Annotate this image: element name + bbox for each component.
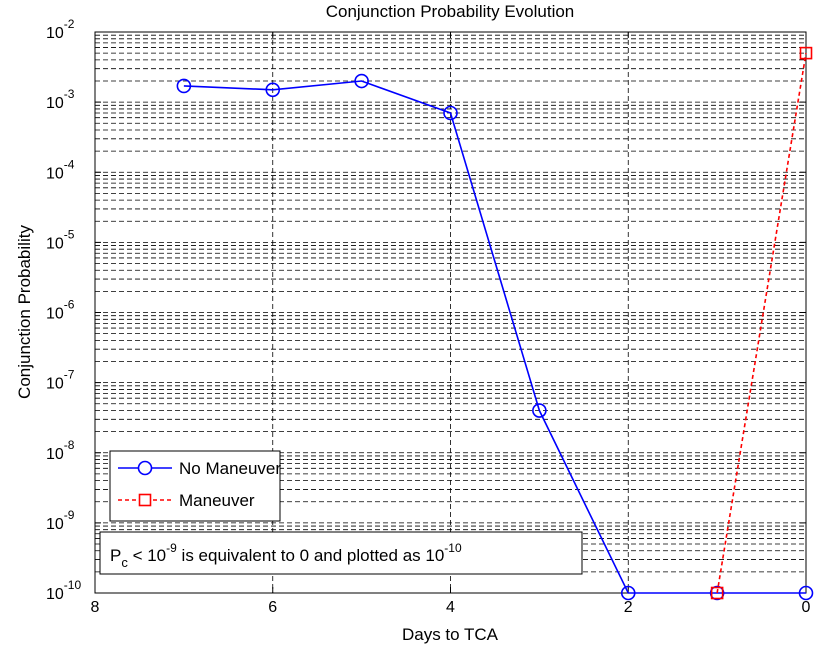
annotation-exp-b: -10 [444, 541, 462, 555]
y-tick-label: 10-7 [46, 368, 75, 393]
series-layer [176, 46, 814, 601]
annotation-subscript: c [121, 555, 128, 570]
x-axis-title: Days to TCA [402, 625, 499, 644]
y-tick-label: 10-6 [46, 298, 75, 323]
data-point-no-maneuver [798, 585, 814, 601]
series-line-no-maneuver [183, 80, 806, 594]
data-point-no-maneuver [532, 403, 547, 418]
legend-marker-no-maneuver [137, 460, 153, 476]
annotation-lt: < 10 [128, 546, 166, 565]
y-tick-label: 10-4 [46, 157, 75, 182]
y-tick-label: 10-2 [46, 17, 75, 42]
x-tick-label: 8 [91, 599, 100, 616]
data-point-maneuver [710, 586, 724, 600]
x-tick-label: 0 [802, 599, 811, 616]
y-tick-label: 10-3 [46, 87, 75, 112]
annotation-p: P [110, 546, 121, 565]
data-point-no-maneuver [709, 585, 725, 601]
y-tick-label: 10-5 [46, 227, 75, 252]
chart-title: Conjunction Probability Evolution [326, 2, 575, 21]
annotation-box [99, 531, 583, 575]
annotation-mid: is equivalent to 0 and plotted as 10 [177, 546, 444, 565]
x-tick-label: 2 [624, 599, 633, 616]
data-point-no-maneuver [443, 105, 458, 121]
y-tick-label: 10-10 [46, 578, 81, 603]
y-tick-label: 10-9 [46, 508, 75, 533]
annotation-text: Pc < 10-9 is equivalent to 0 and plotted… [110, 541, 462, 570]
x-tick-label: 6 [268, 599, 277, 616]
y-tick-label: 10-8 [46, 438, 75, 463]
legend-box [109, 450, 281, 522]
annotation: Pc < 10-9 is equivalent to 0 and plotted… [99, 531, 583, 575]
legend-label-no-maneuver: No Maneuver [179, 459, 281, 478]
y-axis-title: Conjunction Probability [15, 225, 34, 399]
data-point-no-maneuver [354, 73, 369, 89]
data-point-no-maneuver [620, 585, 636, 601]
data-point-no-maneuver [176, 78, 192, 94]
series-line-maneuver [716, 52, 807, 594]
legend: No Maneuver Maneuver [109, 450, 281, 522]
data-point-no-maneuver [265, 82, 281, 98]
axis-ticks: 8 6 4 2 0 10-2 10-3 10-4 10-5 10-6 10-7 10-8 10-9 10-… [46, 17, 811, 616]
legend-marker-maneuver [138, 493, 152, 507]
data-point-maneuver [799, 46, 813, 60]
annotation-exp-a: -9 [166, 541, 177, 555]
x-tick-label: 4 [446, 599, 455, 616]
legend-label-maneuver: Maneuver [179, 491, 255, 510]
